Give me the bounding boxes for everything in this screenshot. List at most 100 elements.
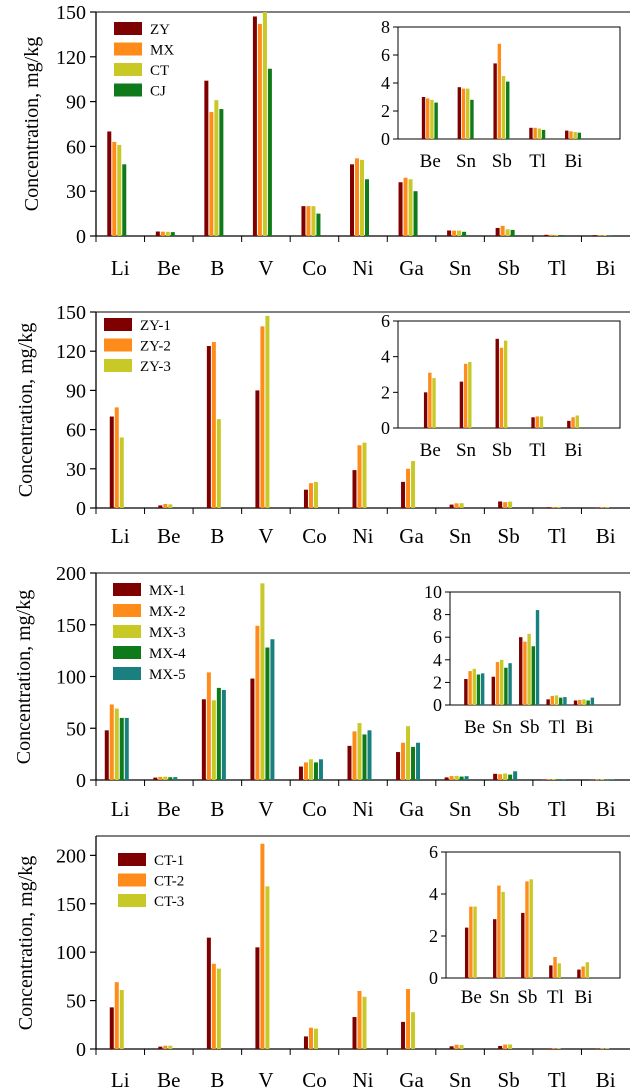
- inset-y-tick-label: 4: [433, 650, 442, 670]
- inset-bar: [582, 699, 586, 705]
- bar: [590, 779, 595, 781]
- bar: [411, 746, 416, 780]
- inset-bar: [554, 695, 559, 705]
- x-tick-label: Sb: [498, 797, 520, 821]
- x-tick-label: Tl: [548, 1068, 567, 1090]
- bar: [459, 776, 464, 780]
- inset-bar: [480, 673, 485, 705]
- bar: [206, 345, 211, 508]
- inset-y-tick-label: 0: [381, 418, 390, 438]
- bar: [119, 989, 124, 1049]
- bar: [168, 1045, 173, 1049]
- bar: [255, 625, 260, 780]
- inset-x-tick-label: Be: [464, 717, 485, 738]
- x-tick-label: Ga: [399, 1068, 424, 1090]
- inset-y-tick-label: 2: [433, 672, 442, 692]
- bar: [600, 507, 605, 508]
- inset-bar: [463, 363, 468, 428]
- legend-swatch: [113, 625, 141, 638]
- x-tick-label: Be: [157, 524, 180, 548]
- bar: [214, 100, 219, 237]
- bar: [153, 777, 158, 780]
- bar: [216, 968, 221, 1049]
- inset-bar: [533, 127, 537, 139]
- bar: [605, 507, 610, 508]
- bar: [610, 779, 615, 780]
- bar: [444, 777, 449, 780]
- x-tick-label: V: [258, 524, 273, 548]
- y-tick-label: 0: [76, 770, 86, 792]
- x-tick-label: Li: [111, 524, 130, 548]
- bar: [597, 235, 602, 236]
- bar: [257, 23, 262, 236]
- bar: [544, 234, 549, 236]
- bar: [260, 583, 265, 780]
- bar: [459, 1045, 464, 1049]
- inset-bar: [546, 699, 550, 705]
- bar: [559, 235, 564, 236]
- bar: [605, 1048, 610, 1049]
- inset-bar: [504, 667, 508, 705]
- y-tick-label: 150: [56, 302, 86, 324]
- x-tick-label: Ni: [353, 524, 374, 548]
- legend-label: ZY-1: [140, 318, 171, 334]
- bar: [357, 723, 362, 780]
- inset-bar: [567, 420, 571, 428]
- inset-bar: [549, 965, 553, 978]
- bar: [546, 779, 551, 780]
- bar: [303, 489, 308, 508]
- bar: [508, 1044, 513, 1049]
- legend-label: MX-3: [149, 625, 186, 641]
- bar: [155, 231, 160, 236]
- inset-bar: [537, 128, 542, 139]
- inset-x-tick-label: Tl: [529, 440, 546, 461]
- inset-x-tick-label: Tl: [548, 717, 565, 738]
- y-tick-label: 0: [76, 226, 86, 248]
- x-tick-label: Be: [157, 797, 180, 821]
- bar: [503, 773, 508, 780]
- bar: [216, 687, 221, 780]
- bar: [398, 182, 403, 236]
- inset-bar: [459, 381, 464, 428]
- x-tick-label: Bi: [596, 524, 616, 548]
- bar: [556, 779, 561, 780]
- inset-bar: [585, 962, 590, 978]
- bar: [500, 225, 505, 236]
- bar: [556, 507, 561, 508]
- bar: [362, 442, 367, 508]
- legend-swatch: [113, 583, 141, 596]
- inset-bar: [529, 879, 533, 978]
- inset-x-tick-label: Sn: [492, 717, 513, 738]
- bar: [311, 206, 316, 236]
- bar: [551, 507, 556, 508]
- bar: [170, 232, 175, 236]
- inset-bar: [573, 700, 578, 705]
- legend-label: ZY-2: [140, 339, 171, 355]
- inset-bar: [434, 102, 438, 139]
- inset-bar: [468, 671, 472, 705]
- x-tick-label: Sb: [498, 524, 520, 548]
- bar: [206, 672, 211, 780]
- inset-bar: [508, 663, 512, 705]
- bar: [308, 759, 313, 780]
- bar: [316, 213, 321, 236]
- bar: [352, 731, 357, 780]
- bar: [298, 766, 303, 780]
- y-tick-label: 200: [56, 563, 86, 585]
- bar: [265, 886, 270, 1049]
- inset-x-tick-label: Tl: [547, 987, 564, 1008]
- bar: [158, 505, 163, 508]
- bar: [595, 779, 600, 781]
- y-axis-label: Concentration, mg/kg: [21, 37, 43, 211]
- inset-bar: [426, 98, 430, 139]
- inset-bar: [472, 668, 476, 705]
- bar: [413, 191, 418, 236]
- inset-bar: [491, 676, 495, 705]
- chart-panel-4: 0 50 100 150 200 Concentration, mg/kg Li Be B V Co…: [15, 835, 630, 1090]
- bar: [303, 762, 308, 780]
- bar: [605, 779, 610, 781]
- inset-x-tick-label: Sb: [517, 987, 537, 1008]
- inset-bar: [468, 362, 472, 428]
- bar: [454, 503, 459, 508]
- legend-swatch: [114, 22, 142, 35]
